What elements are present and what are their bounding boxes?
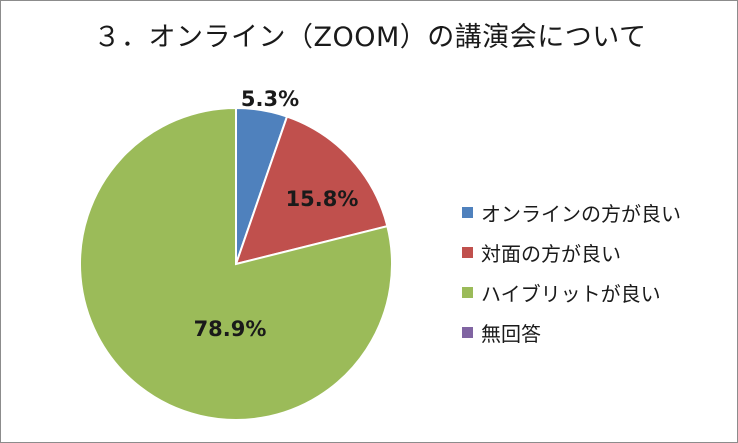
legend: オンラインの方が良い 対面の方が良い ハイブリットが良い 無回答 (462, 192, 681, 352)
data-label-online: 5.3% (241, 87, 299, 111)
legend-label-no-answer: 無回答 (481, 321, 541, 346)
legend-item-no-answer: 無回答 (462, 312, 681, 352)
legend-swatch-hybrid (462, 286, 473, 298)
data-label-hybrid: 78.9% (194, 317, 267, 341)
legend-label-online: オンラインの方が良い (481, 201, 681, 226)
pie-slice-in-person (234, 115, 389, 266)
legend-item-hybrid: ハイブリットが良い (462, 272, 681, 312)
legend-label-in-person: 対面の方が良い (481, 241, 621, 266)
legend-label-hybrid: ハイブリットが良い (481, 281, 661, 306)
pie-slice-hybrid (79, 106, 393, 421)
legend-swatch-online (462, 206, 473, 218)
legend-item-in-person: 対面の方が良い (462, 232, 681, 272)
chart-title: ３．オンライン（ZOOM）の講演会について (93, 22, 647, 53)
data-label-in-person: 15.8% (286, 187, 359, 211)
legend-swatch-in-person (462, 246, 473, 258)
legend-item-online: オンラインの方が良い (462, 192, 681, 232)
legend-swatch-no-answer (462, 326, 473, 338)
